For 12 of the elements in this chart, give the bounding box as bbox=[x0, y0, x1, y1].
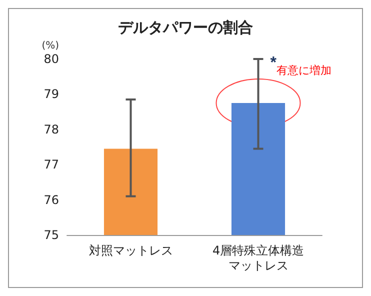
x-tick-label: 4層特殊立体構造マットレス bbox=[212, 244, 304, 272]
y-tick-label: 76 bbox=[44, 192, 59, 207]
y-tick-label: 79 bbox=[44, 87, 59, 102]
annotation: 有意に増加 bbox=[276, 64, 332, 78]
x-tick-label: 対照マットレス bbox=[88, 244, 173, 258]
y-tick-label: 75 bbox=[44, 228, 59, 242]
y-tick-label: 77 bbox=[44, 158, 59, 172]
y-axis-title: (%) bbox=[42, 40, 60, 52]
chart-title: デルタパワーの割合 bbox=[118, 18, 253, 36]
annotation: * bbox=[270, 54, 278, 72]
y-tick-label: 80 bbox=[44, 52, 59, 66]
y-tick-label: 78 bbox=[44, 122, 59, 136]
